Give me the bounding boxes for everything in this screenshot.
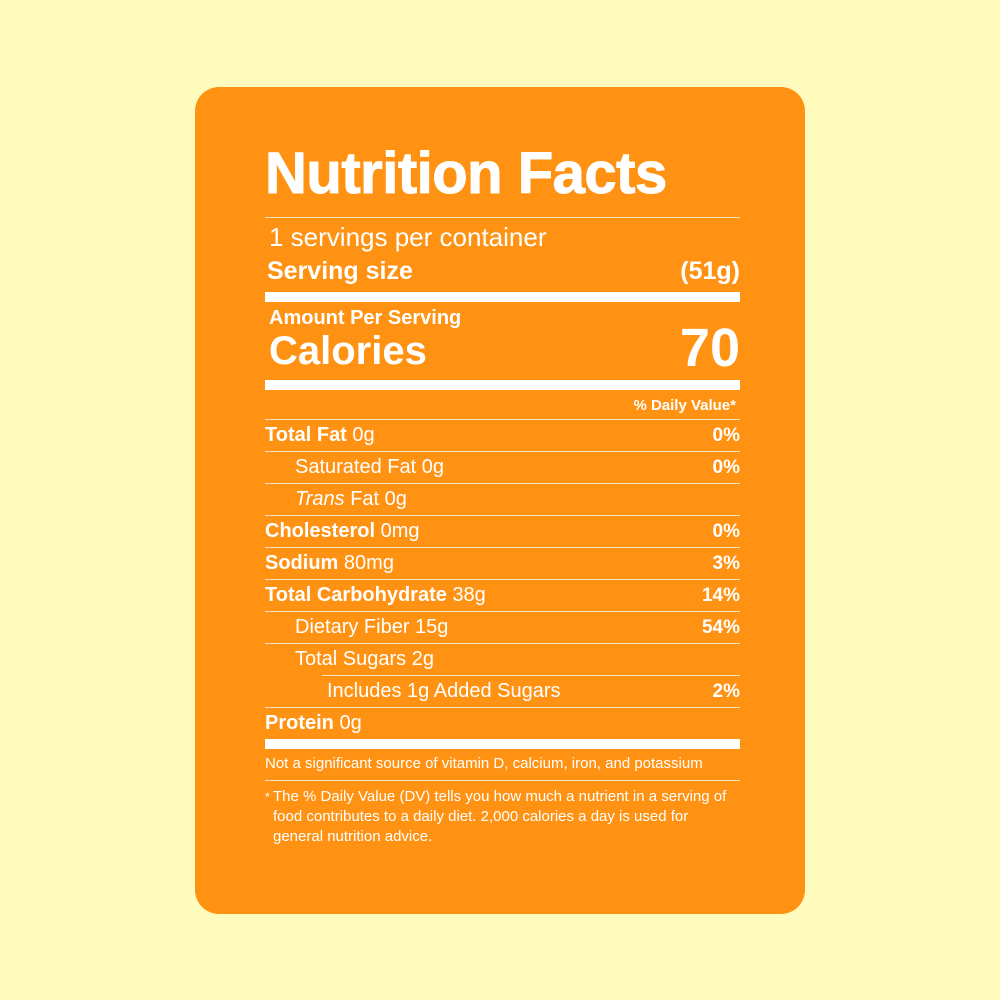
nutrient-name: Total Fat <box>265 424 347 446</box>
nutrient-row-sodium: Sodium 80mg 3% <box>265 547 740 579</box>
calories-label: Calories <box>269 329 427 373</box>
serving-size-row: Serving size (51g) <box>265 254 740 288</box>
nutrition-label-content: Nutrition Facts 1 servings per container… <box>265 141 740 847</box>
divider-thick <box>265 739 740 749</box>
nutrient-amount: 0g <box>339 712 362 734</box>
calories-row: Calories 70 <box>265 320 740 376</box>
serving-size-label: Serving size <box>267 257 413 285</box>
nutrient-name: Total Sugars <box>295 648 407 670</box>
amount-per-serving: Amount Per Serving <box>269 307 462 329</box>
nutrient-dv: 0% <box>712 424 740 446</box>
nutrient-row-saturated-fat: Saturated Fat 0g 0% <box>265 451 740 483</box>
nutrient-row-total-fat: Total Fat 0g 0% <box>265 419 740 451</box>
nutrient-dv: 54% <box>701 616 740 638</box>
divider <box>265 780 740 781</box>
nutrient-amount: 0g <box>352 424 375 446</box>
nutrient-amount: 0g <box>421 456 444 478</box>
nutrient-dv: 14% <box>701 584 740 606</box>
nutrient-amount: 2g <box>411 648 434 670</box>
footnote-daily-value-text: The % Daily Value (DV) tells you how muc… <box>273 788 727 845</box>
nutrient-name: Dietary Fiber <box>295 616 410 638</box>
nutrient-dv: 0% <box>712 520 740 542</box>
divider <box>265 217 740 218</box>
nutrient-row-protein: Protein 0g <box>265 707 740 739</box>
nutrient-dv: 2% <box>712 680 740 702</box>
nutrient-amount: Fat 0g <box>350 488 407 510</box>
serving-size-value: (51g) <box>680 257 740 285</box>
nutrient-name: Protein <box>265 712 334 734</box>
nutrient-amount: 15g <box>415 616 449 638</box>
footnote-asterisk: * <box>265 790 270 804</box>
nutrient-row-added-sugars: Includes 1g Added Sugars 2% <box>322 675 740 707</box>
nutrient-dv: 3% <box>712 552 740 574</box>
nutrient-row-trans-fat: Trans Fat 0g <box>265 483 740 515</box>
divider-thick <box>265 380 740 390</box>
nutrient-name: Includes 1g Added Sugars <box>327 680 561 702</box>
footnote-daily-value: * The % Daily Value (DV) tells you how m… <box>265 781 740 847</box>
nutrient-name: Sodium <box>265 552 339 574</box>
servings-per-container: 1 servings per container <box>269 222 547 252</box>
nutrition-label-card: Nutrition Facts 1 servings per container… <box>195 87 805 914</box>
nutrient-row-cholesterol: Cholesterol 0mg 0% <box>265 515 740 547</box>
nutrient-name: Saturated Fat <box>295 456 417 478</box>
nutrient-dv: 0% <box>712 456 740 478</box>
nutrient-row-total-sugars: Total Sugars 2g <box>265 643 740 675</box>
nutrient-amount: 38g <box>452 584 486 606</box>
calories-value: 70 <box>679 318 740 378</box>
nutrient-amount: 0mg <box>380 520 420 542</box>
divider-thick <box>265 292 740 302</box>
nutrient-name: Cholesterol <box>265 520 376 542</box>
label-title: Nutrition Facts <box>265 141 668 206</box>
nutrient-row-dietary-fiber: Dietary Fiber 15g 54% <box>265 611 740 643</box>
nutrient-amount: 80mg <box>343 552 394 574</box>
footnote-vitamins: Not a significant source of vitamin D, c… <box>265 755 703 772</box>
nutrient-name: Total Carbohydrate <box>265 584 447 606</box>
daily-value-header: % Daily Value* <box>633 397 736 414</box>
nutrient-name: Trans <box>295 488 345 510</box>
nutrient-row-total-carbohydrate: Total Carbohydrate 38g 14% <box>265 579 740 611</box>
